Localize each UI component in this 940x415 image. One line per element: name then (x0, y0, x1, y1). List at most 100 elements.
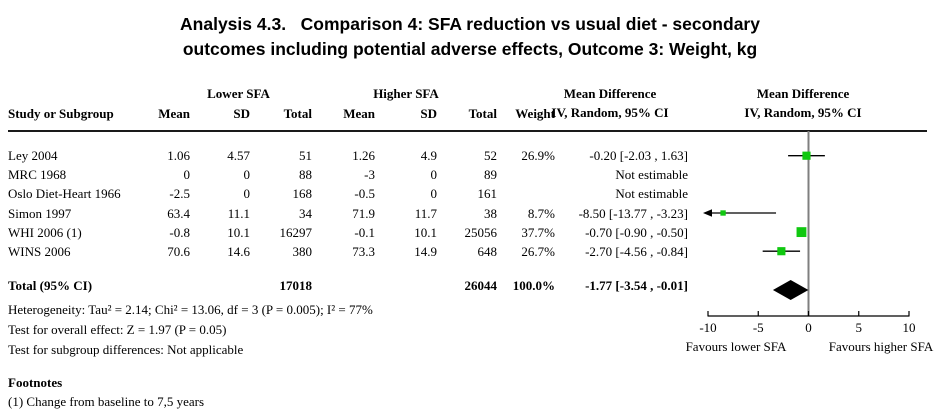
cell-ci: -2.70 [-4.56 , -0.84] (585, 243, 688, 259)
axis-tick-label: 5 (856, 320, 863, 335)
col-header-total1: Total (283, 106, 312, 121)
cell-mean1: -2.5 (169, 186, 190, 202)
figure-title-line1: Analysis 4.3. Comparison 4: SFA reductio… (180, 14, 760, 34)
total-n-lower: 17018 (279, 278, 313, 293)
cell-mean2: -0.1 (354, 224, 375, 240)
cell-mean2: -0.5 (354, 186, 375, 202)
cell-mean1: -0.8 (169, 224, 190, 240)
cell-sd1: 0 (243, 186, 251, 202)
overall-effect-test: Test for overall effect: Z = 1.97 (P = 0… (8, 322, 227, 337)
cell-total1: 88 (299, 167, 312, 183)
table-row: MRC 1968 0 0 88 -3 0 89 Not estimable (8, 165, 688, 184)
group-header-mean-difference-plot: Mean Difference (756, 86, 850, 101)
cell-sd1: 10.1 (227, 224, 250, 240)
cell-total1: 51 (299, 148, 312, 164)
study-name: WHI 2006 (1) (8, 224, 82, 240)
cell-sd2: 14.9 (414, 243, 437, 259)
cell-total2: 52 (484, 148, 497, 164)
study-name: Simon 1997 (8, 205, 72, 221)
cell-ci: Not estimable (615, 186, 688, 202)
total-label: Total (95% CI) (8, 278, 93, 293)
cell-weight: 37.7% (521, 224, 555, 240)
cell-total2: 38 (484, 205, 497, 221)
col-header-study: Study or Subgroup (8, 106, 114, 121)
cell-sd2: 0 (430, 186, 438, 202)
cell-ci: -8.50 [-13.77 , -3.23] (578, 205, 688, 221)
study-name: Ley 2004 (8, 148, 58, 164)
table-row: Oslo Diet-Heart 1966 -2.5 0 168 -0.5 0 1… (8, 184, 688, 203)
total-row: Total (95% CI) 17018 26044 100.0% -1.77 … (8, 276, 688, 295)
table-row: WINS 2006 70.6 14.6 380 73.3 14.9 648 26… (8, 242, 688, 261)
col-header-total2: Total (468, 106, 497, 121)
table-row: WHI 2006 (1) -0.8 10.1 16297 -0.1 10.1 2… (8, 223, 688, 242)
cell-empty (157, 276, 190, 295)
heterogeneity-stats: Heterogeneity: Tau² = 2.14; Chi² = 13.06… (8, 302, 373, 317)
cell-mean2: -3 (364, 167, 375, 183)
column-header-row: Study or Subgroup Mean SD Total Mean SD … (8, 104, 688, 123)
cell-total2: 25056 (464, 224, 498, 240)
study-name: MRC 1968 (8, 167, 67, 183)
total-diamond (772, 280, 809, 300)
cell-mean2: 1.26 (352, 148, 375, 164)
cell-sd1: 0 (243, 167, 251, 183)
cell-total1: 380 (292, 243, 313, 259)
table-row: Simon 1997 63.4 11.1 34 71.9 11.7 38 8.7… (8, 204, 688, 223)
study-marker (802, 151, 811, 160)
cell-total1: 34 (299, 205, 312, 221)
group-header-higher-sfa: Higher SFA (373, 86, 439, 101)
favours-left-label: Favours lower SFA (686, 339, 787, 354)
study-marker (777, 247, 786, 256)
cell-sd2: 4.9 (420, 148, 437, 164)
cell-total1: 16297 (279, 224, 313, 240)
study-name: WINS 2006 (8, 243, 71, 259)
total-ci: -1.77 [-3.54 , -0.01] (585, 278, 688, 293)
cell-mean1: 0 (183, 167, 191, 183)
cell-empty (312, 276, 375, 295)
footnote-item: (1) Change from baseline to 7,5 years (8, 394, 205, 409)
cell-empty (190, 276, 250, 295)
cell-total2: 161 (477, 186, 498, 202)
col-header-mean1: Mean (158, 106, 190, 121)
col-header-weight: Weight (515, 106, 555, 121)
cell-total2: 89 (484, 167, 497, 183)
cell-sd1: 14.6 (227, 243, 250, 259)
cell-sd1: 11.1 (227, 205, 250, 221)
cell-sd2: 11.7 (414, 205, 437, 221)
cell-weight: 26.9% (521, 148, 555, 164)
footnotes-heading: Footnotes (8, 375, 63, 390)
header-divider (8, 130, 927, 132)
cell-weight: 8.7% (527, 205, 555, 221)
total-weight: 100.0% (512, 278, 555, 293)
axis-tick-label: 10 (903, 320, 916, 335)
cell-sd1: 4.57 (227, 148, 250, 164)
cell-mean2: 71.9 (352, 205, 375, 221)
total-n-higher: 26044 (464, 278, 498, 293)
col-header-sd2: SD (420, 106, 437, 121)
cell-empty (375, 276, 437, 295)
group-header-lower-sfa: Lower SFA (207, 86, 270, 101)
cell-total2: 648 (477, 243, 498, 259)
favours-right-label: Favours higher SFA (829, 339, 934, 354)
cell-mean1: 1.06 (167, 148, 190, 164)
subgroup-difference-test: Test for subgroup differences: Not appli… (8, 342, 244, 357)
study-marker (720, 210, 726, 216)
axis-tick-label: -5 (753, 320, 764, 335)
cell-ci: -0.70 [-0.90 , -0.50] (585, 224, 688, 240)
cell-sd2: 10.1 (414, 224, 437, 240)
figure-title: Analysis 4.3. Comparison 4: SFA reductio… (0, 12, 940, 62)
cell-mean2: 73.3 (352, 243, 375, 259)
cell-weight (497, 184, 555, 203)
axis-tick-label: -10 (699, 320, 716, 335)
col-header-sd1: SD (233, 106, 250, 121)
col-header-mean2: Mean (343, 106, 375, 121)
cell-weight: 26.7% (521, 243, 555, 259)
axis-tick-label: 0 (805, 320, 812, 335)
cell-ci: Not estimable (615, 167, 688, 183)
cell-ci: -0.20 [-2.03 , 1.63] (589, 148, 688, 164)
cell-mean1: 70.6 (167, 243, 190, 259)
ci-arrow-left (703, 209, 712, 217)
study-name: Oslo Diet-Heart 1966 (8, 186, 121, 202)
cell-weight (497, 165, 555, 184)
col-header-ci-method-plot: IV, Random, 95% CI (744, 105, 862, 120)
